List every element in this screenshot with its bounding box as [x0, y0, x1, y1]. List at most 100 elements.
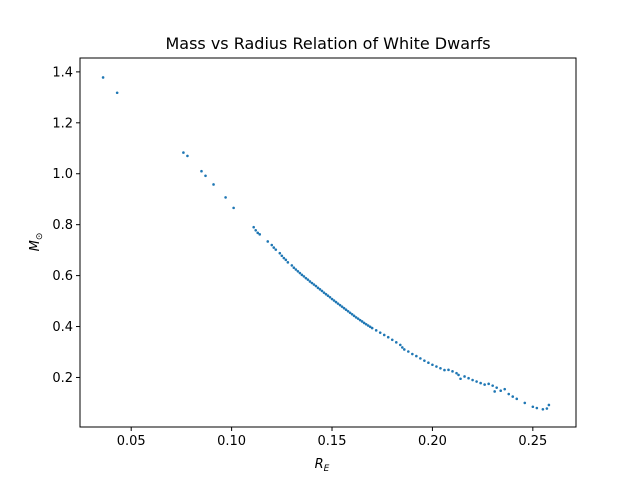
data-point	[304, 276, 308, 280]
data-point	[352, 314, 356, 318]
data-point	[270, 243, 274, 247]
data-point	[302, 275, 306, 278]
data-point	[101, 76, 105, 79]
data-point	[483, 383, 486, 386]
y-axis-label: M⊙	[28, 233, 45, 252]
data-point	[463, 375, 466, 378]
data-point	[204, 174, 207, 178]
data-point	[332, 299, 336, 302]
data-point	[390, 338, 394, 342]
data-point	[318, 288, 322, 291]
data-point	[368, 325, 372, 329]
plot-frame	[79, 57, 577, 428]
data-point	[252, 225, 255, 229]
data-point	[364, 322, 368, 326]
data-point	[459, 377, 462, 381]
data-point	[531, 405, 535, 409]
data-point	[186, 154, 189, 158]
data-point	[330, 297, 334, 301]
data-point	[314, 284, 318, 288]
data-point	[515, 397, 519, 401]
x-tick-label: 0.05	[117, 434, 146, 449]
y-tick-label: 0.2	[52, 371, 73, 386]
y-tick-label: 1.4	[52, 65, 73, 80]
data-point	[340, 305, 344, 308]
y-tick-label: 0.8	[52, 218, 73, 233]
data-point	[475, 380, 478, 383]
data-point	[298, 271, 302, 275]
data-point	[398, 343, 402, 347]
x-tick-label: 0.25	[518, 434, 547, 449]
data-point	[479, 381, 482, 385]
data-point	[451, 370, 454, 373]
x-axis-label-main: R	[315, 457, 324, 472]
data-point	[407, 350, 410, 353]
data-point	[493, 390, 496, 393]
x-tick-label: 0.15	[318, 434, 347, 449]
data-point	[507, 392, 511, 396]
x-axis-ticks: 0.05 0.10 0.15 0.20 0.25	[117, 427, 547, 449]
data-point	[394, 341, 398, 344]
data-point	[258, 233, 262, 236]
y-tick-label: 0.4	[52, 320, 73, 335]
data-point	[294, 268, 298, 271]
data-point	[382, 333, 386, 337]
data-point	[499, 389, 503, 393]
data-point	[324, 292, 328, 296]
data-point	[274, 248, 278, 251]
data-point	[401, 346, 404, 349]
data-point	[523, 401, 527, 405]
y-tick-label: 0.6	[52, 269, 73, 284]
data-point	[282, 256, 286, 260]
data-point	[378, 331, 382, 334]
data-point	[344, 308, 348, 312]
y-axis-label-subscript: ⊙	[35, 233, 45, 241]
data-point	[511, 395, 515, 398]
data-point	[457, 373, 460, 377]
y-tick-label: 1.0	[52, 167, 73, 182]
data-point	[431, 363, 434, 367]
data-point	[370, 326, 374, 330]
data-point	[284, 258, 288, 262]
data-point	[358, 318, 362, 322]
data-point	[403, 348, 406, 351]
x-axis-label-subscript: E	[324, 464, 330, 474]
data-point	[254, 228, 258, 232]
data-point	[354, 316, 358, 319]
data-point	[447, 368, 450, 372]
data-points	[101, 76, 551, 411]
data-point	[362, 321, 366, 325]
data-point	[266, 240, 270, 243]
data-point	[306, 278, 310, 281]
data-point	[115, 91, 119, 95]
data-point	[316, 286, 320, 290]
data-point	[296, 269, 300, 273]
data-point	[439, 367, 442, 370]
data-point	[487, 382, 490, 386]
data-point	[415, 354, 418, 358]
data-point	[350, 313, 354, 316]
data-point	[467, 376, 470, 380]
data-point	[366, 324, 370, 327]
data-point	[308, 280, 312, 283]
x-tick-label: 0.20	[418, 434, 447, 449]
data-point	[292, 266, 296, 270]
x-tick-label: 0.10	[217, 434, 246, 449]
data-point	[547, 403, 551, 407]
data-point	[310, 281, 314, 285]
y-tick-label: 1.2	[52, 116, 73, 131]
data-point	[411, 352, 414, 356]
data-point	[336, 302, 340, 305]
x-axis-label: RE	[315, 457, 330, 474]
data-point	[312, 283, 316, 286]
data-point	[545, 407, 549, 410]
data-point	[286, 261, 290, 264]
data-point	[423, 359, 426, 362]
data-point	[182, 151, 185, 154]
data-point	[346, 309, 350, 313]
data-point	[200, 169, 203, 173]
data-point	[322, 291, 326, 294]
data-point	[491, 384, 494, 387]
data-point	[535, 406, 539, 410]
